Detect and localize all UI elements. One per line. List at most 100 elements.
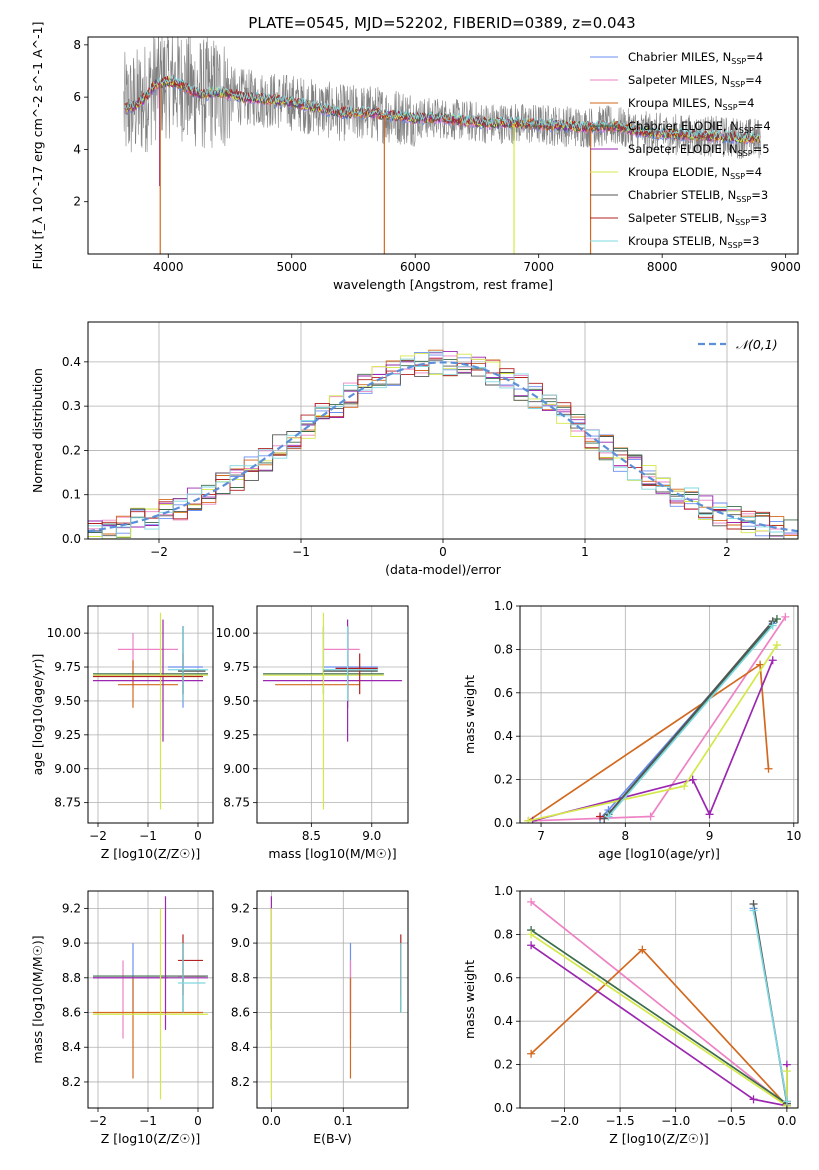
y-tick-label: 8.2 — [62, 1075, 81, 1089]
y-tick-label: 9.0 — [231, 936, 250, 950]
y-tick-label: 10.00 — [216, 626, 250, 640]
x-tick-label: −1 — [139, 829, 157, 843]
mass-weight-line — [603, 620, 774, 820]
mass-weight-marker — [524, 816, 533, 823]
legend-label: Chabrier MILES, NSSP=4 — [628, 50, 763, 66]
axes-frame — [87, 321, 799, 540]
y-axis-label: age [log10(age/yr)] — [30, 654, 45, 776]
mass-weight-marker — [688, 775, 697, 784]
mass-weight-marker — [756, 660, 765, 669]
mass-vs-ebv-panel: 0.0 0.1 8.2 8.4 8.6 8.8 9.0 9.2 E(B-V) — [231, 890, 409, 1146]
y-tick-label: 8.75 — [54, 796, 81, 810]
mass-weight-line — [607, 624, 774, 818]
x-tick-label: 7000 — [523, 260, 554, 274]
axes-frame — [87, 605, 214, 824]
y-tick-label: 8.75 — [223, 796, 250, 810]
x-tick-label: 2 — [723, 545, 731, 559]
x-tick-label: −2 — [150, 545, 168, 559]
legend-label: Salpeter ELODIE, NSSP=5 — [628, 142, 770, 158]
x-tick-label: 8 — [621, 829, 629, 843]
mass-weight-line — [532, 659, 774, 822]
y-tick-label: 10.00 — [47, 626, 81, 640]
mass-weight-marker — [772, 615, 781, 624]
y-tick-label: 9.50 — [54, 694, 81, 708]
y-axis-label: mass [log10(M/M☉)] — [30, 935, 45, 1063]
legend-label: Salpeter MILES, NSSP=4 — [628, 73, 762, 89]
axes-frame — [519, 890, 799, 1109]
y-tick-label: 0.3 — [62, 399, 81, 413]
plot-area — [93, 612, 208, 810]
y-tick-label: 1.0 — [494, 599, 513, 613]
axes-frame — [87, 36, 799, 255]
y-tick-label: 8.4 — [231, 1040, 250, 1054]
mass-weight-marker — [782, 1097, 791, 1106]
x-tick-label: 0.0 — [262, 1114, 281, 1128]
y-tick-label: 0.2 — [62, 443, 81, 457]
y-tick-label: 1.0 — [494, 884, 513, 898]
mass-weight-marker — [527, 930, 536, 939]
x-tick-label: −1 — [292, 545, 310, 559]
mass-weight-marker — [527, 1049, 536, 1058]
y-axis-label: mass weight — [462, 675, 477, 754]
y-tick-label: 9.00 — [54, 762, 81, 776]
model-spectrum-line — [124, 75, 761, 142]
y-tick-label: 9.75 — [223, 660, 250, 674]
x-tick-label: 0 — [439, 545, 447, 559]
y-tick-label: 8.8 — [62, 971, 81, 985]
x-axis-label: Z [log10(Z/Z☉)] — [609, 1131, 709, 1146]
x-axis-label: E(B-V) — [313, 1131, 352, 1146]
y-tick-label: 0.6 — [494, 971, 513, 985]
mass-weight-marker — [764, 764, 773, 773]
y-tick-label: 6 — [73, 90, 81, 104]
mass-weight-line — [530, 929, 788, 1105]
mass-vs-metallicity-panel: −2 −1 0 8.2 8.4 8.6 8.8 9.0 9.2 Z [log10(Z/Z☉)] ma… — [30, 890, 214, 1146]
plot-area — [88, 349, 798, 539]
x-tick-label: −1 — [139, 1114, 157, 1128]
plot-area — [263, 612, 402, 810]
plot-area — [524, 612, 790, 823]
y-tick-label: 0.2 — [494, 773, 513, 787]
plot-area — [93, 896, 208, 1100]
x-tick-label: 7 — [537, 829, 545, 843]
x-tick-label: 9 — [706, 829, 714, 843]
x-axis-label: mass [log10(M/M☉)] — [268, 846, 396, 861]
age-vs-mass-panel: 8.5 9.0 8.75 9.00 9.25 9.50 9.75 10.00 mass [log… — [216, 605, 409, 861]
weight-vs-metallicity-panel: −2.0 −1.5 −1.0 −0.5 0.0 0.0 0.2 0.4 0.6 0.8 1.0 Z [… — [462, 884, 799, 1146]
y-tick-label: 9.25 — [54, 728, 81, 742]
y-tick-label: 8.4 — [62, 1040, 81, 1054]
mass-weight-marker — [680, 782, 689, 791]
x-axis-label: wavelength [Angstrom, rest frame] — [333, 277, 553, 292]
figure-title: PLATE=0545, MJD=52202, FIBERID=0389, z=0… — [248, 14, 635, 32]
mass-weight-line — [752, 910, 788, 1102]
x-tick-label: 10 — [786, 829, 801, 843]
x-tick-label: 5000 — [276, 260, 307, 274]
axes-frame — [87, 890, 214, 1109]
y-tick-label: 9.2 — [62, 901, 81, 915]
y-tick-label: 0.8 — [494, 642, 513, 656]
x-axis-label: Z [log10(Z/Z☉)] — [101, 1131, 201, 1146]
mass-weight-marker — [782, 1067, 791, 1076]
legend-label: Salpeter STELIB, NSSP=3 — [628, 211, 767, 227]
mass-weight-marker — [604, 812, 613, 821]
y-tick-label: 0.6 — [494, 686, 513, 700]
mass-weight-marker — [638, 945, 647, 954]
y-axis-label: mass weight — [462, 960, 477, 1039]
y-tick-label: 8.8 — [231, 971, 250, 985]
legend-label: 𝒩(0,1) — [736, 337, 778, 352]
x-tick-label: 6000 — [400, 260, 431, 274]
y-tick-label: 0.0 — [494, 816, 513, 830]
y-tick-label: 8.6 — [231, 1006, 250, 1020]
axes-frame — [519, 605, 799, 824]
y-tick-label: 4 — [73, 142, 81, 156]
y-tick-label: 0.4 — [494, 1014, 513, 1028]
x-tick-label: 9000 — [770, 260, 801, 274]
legend-label: Kroupa STELIB, NSSP=3 — [628, 234, 759, 250]
x-tick-label: −2.0 — [550, 1114, 579, 1128]
y-tick-label: 8.6 — [62, 1006, 81, 1020]
plot-area — [527, 897, 791, 1108]
y-tick-label: 0.1 — [62, 488, 81, 502]
mass-weight-marker — [749, 906, 758, 915]
weight-vs-age-panel: 7 8 9 10 0.0 0.2 0.4 0.6 0.8 1.0 age [log10(age/yr… — [462, 599, 801, 861]
mass-weight-line — [530, 901, 788, 1107]
